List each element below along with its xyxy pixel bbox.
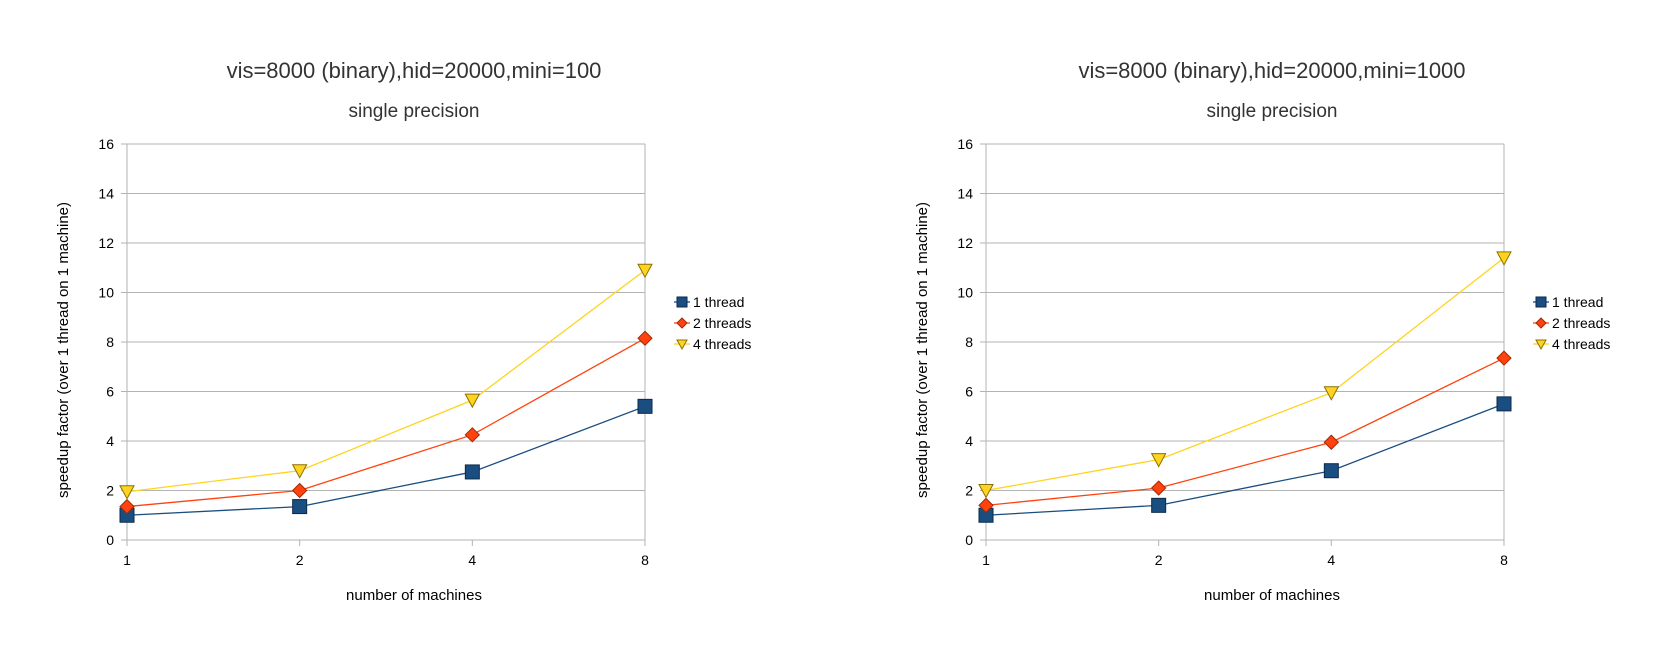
- x-tick-label: 4: [468, 552, 476, 568]
- data-point: [464, 393, 481, 409]
- series-1: [119, 398, 653, 523]
- chart-panel-2: vis=8000 (binary),hid=20000,mini=1000 sin…: [914, 58, 1610, 604]
- y-tick-label: 8: [965, 334, 973, 350]
- chart-subtitle: single precision: [349, 101, 480, 122]
- data-point: [637, 398, 653, 414]
- y-axis-label: speedup factor (over 1 thread on 1 machi…: [914, 202, 931, 498]
- data-point: [1151, 497, 1167, 513]
- data-point: [119, 498, 135, 515]
- y-tick-label: 2: [106, 483, 114, 499]
- series-line: [126, 405, 646, 516]
- y-tick-label: 4: [106, 433, 114, 449]
- y-tick-label: 16: [957, 136, 973, 152]
- data-point: [1150, 480, 1167, 496]
- x-tick-label: 2: [296, 552, 304, 568]
- series-3: [119, 263, 653, 500]
- data-point: [291, 464, 308, 479]
- legend-label: 4 threads: [693, 336, 751, 352]
- y-tick-label: 6: [965, 384, 973, 400]
- legend-marker: [676, 339, 688, 351]
- legend-label: 1 thread: [1552, 294, 1603, 310]
- y-tick-label: 12: [98, 235, 114, 251]
- y-tick-label: 10: [98, 285, 114, 301]
- data-point: [1496, 350, 1512, 366]
- x-tick-label: 1: [982, 552, 990, 568]
- x-tick-label: 2: [1155, 552, 1163, 568]
- data-point: [1323, 434, 1340, 450]
- series-line: [126, 269, 646, 493]
- legend-marker: [1535, 317, 1547, 329]
- legend-marker: [676, 317, 688, 329]
- data-point: [292, 499, 308, 515]
- legend-marker: [676, 296, 688, 308]
- x-axis-label: number of machines: [1204, 587, 1340, 604]
- y-tick-label: 0: [965, 532, 973, 548]
- y-tick-label: 8: [106, 334, 114, 350]
- data-point: [637, 263, 653, 279]
- legend-label: 1 thread: [693, 294, 744, 310]
- data-point: [1496, 396, 1512, 412]
- y-tick-label: 6: [106, 384, 114, 400]
- data-point: [1496, 251, 1512, 266]
- x-tick-label: 4: [1327, 552, 1335, 568]
- y-tick-label: 0: [106, 532, 114, 548]
- series-line: [126, 337, 646, 508]
- data-point: [637, 330, 653, 346]
- data-point: [1323, 386, 1340, 401]
- x-tick-label: 8: [641, 552, 649, 568]
- legend: 1 thread 2 threads 4 threads: [674, 294, 751, 352]
- y-tick-label: 14: [98, 186, 114, 202]
- chart-title: vis=8000 (binary),hid=20000,mini=100: [227, 58, 602, 83]
- series-2: [978, 350, 1512, 514]
- data-point: [1323, 463, 1339, 479]
- legend-marker: [1535, 296, 1547, 308]
- series-1: [978, 396, 1512, 523]
- series-3: [978, 251, 1512, 499]
- y-tick-label: 2: [965, 483, 973, 499]
- x-tick-label: 1: [123, 552, 131, 568]
- chart-title: vis=8000 (binary),hid=20000,mini=1000: [1078, 58, 1465, 83]
- chart-panel-1: vis=8000 (binary),hid=20000,mini=100 sing…: [55, 58, 751, 604]
- y-axis-label: speedup factor (over 1 thread on 1 machi…: [55, 202, 72, 498]
- data-point: [464, 427, 481, 443]
- series-line: [985, 257, 1505, 492]
- data-point: [978, 484, 994, 499]
- data-point: [291, 482, 308, 499]
- x-axis-label: number of machines: [346, 587, 482, 604]
- y-tick-label: 12: [957, 235, 973, 251]
- y-tick-label: 14: [957, 186, 973, 202]
- data-point: [119, 485, 135, 500]
- series-2: [119, 330, 653, 515]
- series-line: [985, 403, 1505, 516]
- series-line: [985, 357, 1505, 506]
- y-tick-label: 10: [957, 285, 973, 301]
- x-tick-label: 8: [1500, 552, 1508, 568]
- legend: 1 thread 2 threads 4 threads: [1533, 294, 1610, 352]
- data-point: [1150, 453, 1167, 468]
- data-point: [464, 464, 480, 480]
- chart-subtitle: single precision: [1207, 101, 1338, 122]
- legend-label: 4 threads: [1552, 336, 1610, 352]
- y-tick-label: 4: [965, 433, 973, 449]
- data-point: [978, 497, 994, 514]
- legend-label: 2 threads: [693, 315, 751, 331]
- y-tick-label: 16: [98, 136, 114, 152]
- legend-marker: [1535, 339, 1547, 351]
- legend-label: 2 threads: [1552, 315, 1610, 331]
